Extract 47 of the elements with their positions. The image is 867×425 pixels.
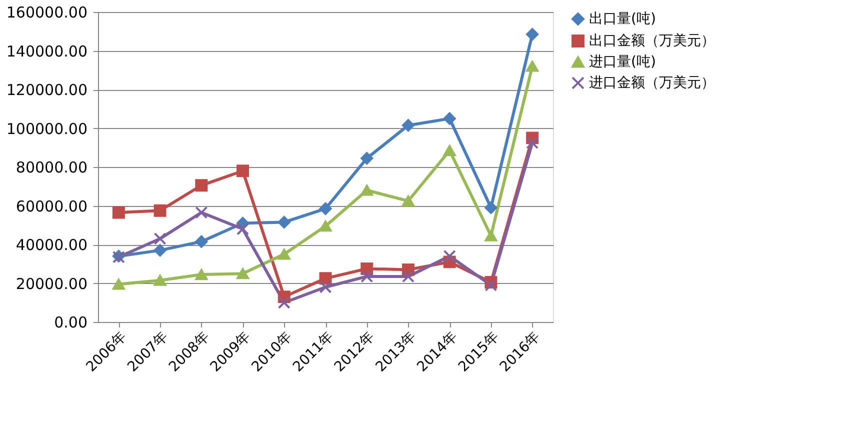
point — [195, 206, 208, 219]
y-tick-label: 120000.00 — [6, 81, 88, 99]
legend-label: 进口金额（万美元） — [589, 75, 715, 91]
y-tick-label: 80000.00 — [16, 158, 88, 176]
y-tick-label: 40000.00 — [16, 236, 88, 254]
y-tick-label: 0.00 — [54, 314, 88, 332]
point — [402, 119, 414, 132]
point — [278, 216, 290, 228]
point — [278, 248, 290, 260]
point — [526, 28, 539, 41]
point — [236, 164, 250, 178]
point — [443, 250, 456, 262]
point — [526, 136, 539, 150]
point — [360, 152, 374, 165]
legend-label: 进口量(吨) — [589, 54, 656, 70]
point — [154, 232, 166, 245]
point — [443, 144, 456, 156]
y-tick-label: 60000.00 — [16, 197, 88, 216]
point — [319, 220, 332, 232]
legend-label: 出口金额（万美元） — [589, 33, 715, 49]
point — [319, 202, 332, 215]
point — [484, 201, 498, 214]
point — [154, 204, 166, 217]
point — [526, 60, 539, 72]
point — [195, 179, 208, 192]
y-tick-label: 140000.00 — [6, 42, 88, 60]
point — [195, 268, 208, 280]
point — [154, 244, 166, 257]
point — [319, 280, 332, 294]
point — [484, 278, 498, 292]
point — [360, 184, 374, 196]
legend-label: 出口量(吨) — [589, 11, 656, 27]
y-tick-label: 160000.00 — [6, 4, 88, 22]
point — [236, 222, 250, 236]
point — [443, 112, 456, 125]
point — [278, 296, 290, 309]
point — [154, 274, 166, 286]
point — [484, 230, 498, 242]
point — [236, 268, 250, 280]
point — [112, 278, 125, 290]
point — [112, 206, 125, 219]
y-tick-label: 20000.00 — [16, 274, 88, 293]
point — [360, 270, 374, 283]
y-tick-label: 100000.00 — [6, 120, 88, 138]
point — [195, 235, 208, 248]
point — [402, 270, 414, 283]
point — [402, 195, 414, 206]
